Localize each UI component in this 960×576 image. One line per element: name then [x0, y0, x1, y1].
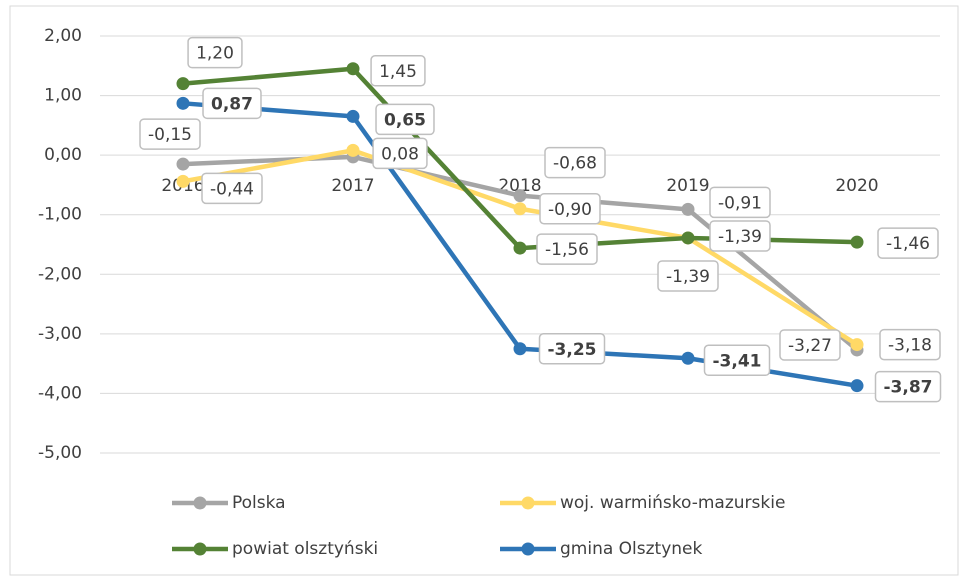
data-label: -0,68: [544, 146, 606, 179]
legend-label: powiat olsztyński: [232, 539, 378, 559]
data-label-box: [544, 146, 606, 179]
point: [513, 202, 527, 216]
data-label-text: -0,68: [553, 154, 597, 174]
data-label: 0,08: [372, 137, 428, 170]
data-label-text: -1,56: [545, 240, 589, 260]
legend-marker: [521, 496, 535, 510]
point: [850, 379, 864, 393]
data-label-text: -0,91: [718, 193, 762, 213]
data-label: -1,46: [877, 227, 939, 259]
data-label: -1,39: [709, 220, 771, 252]
point: [513, 342, 527, 356]
point: [681, 202, 695, 216]
data-label-box: [539, 193, 601, 225]
legend-marker: [521, 542, 535, 556]
data-label: -3,87: [874, 370, 942, 403]
legend-label: woj. warmińsko-mazurskie: [560, 493, 785, 513]
y-tick-label: -5,00: [38, 443, 82, 463]
data-label: -0,91: [709, 186, 771, 219]
data-label-text: -0,90: [548, 200, 592, 220]
data-label-text: -1,46: [886, 234, 930, 254]
data-label-box: [187, 36, 243, 69]
x-tick-label: 2017: [331, 176, 374, 196]
point: [346, 109, 360, 123]
data-label: 0,87: [202, 87, 262, 120]
data-label: 1,45: [370, 55, 426, 87]
y-tick-label: 0,00: [44, 145, 82, 165]
data-label-text: -3,87: [884, 378, 933, 398]
data-label-text: 0,08: [381, 144, 419, 164]
chart-frame: [9, 5, 959, 576]
data-label: -1,39: [657, 260, 719, 292]
data-label-text: 1,45: [379, 62, 417, 82]
data-label-box: [877, 227, 939, 259]
x-tick-label: 2020: [835, 176, 878, 196]
data-label-box: [375, 103, 435, 136]
data-label-box: [538, 333, 606, 365]
data-label-text: 0,87: [211, 94, 253, 114]
point: [176, 96, 190, 110]
y-tick-label: -4,00: [38, 383, 82, 403]
data-label-box: [202, 87, 262, 120]
point: [346, 143, 360, 157]
data-label-box: [370, 55, 426, 87]
data-label: 1,20: [187, 36, 243, 69]
data-label-text: -0,44: [210, 179, 254, 199]
data-label-box: [703, 344, 771, 377]
data-label-text: -0,15: [148, 125, 192, 145]
point: [681, 231, 695, 245]
data-label-box: [709, 186, 771, 219]
data-label-box: [201, 172, 263, 205]
data-label-box: [372, 137, 428, 170]
point: [681, 351, 695, 365]
data-label: -3,25: [538, 333, 606, 365]
data-label-box: [879, 328, 941, 361]
data-label: -0,15: [139, 118, 201, 150]
data-label-box: [536, 233, 598, 265]
x-tick-label: 2019: [666, 176, 709, 196]
y-tick-label: -3,00: [38, 324, 82, 344]
point: [176, 174, 190, 188]
data-label: -0,44: [201, 172, 263, 205]
data-label-text: 0,65: [384, 110, 426, 130]
legend-label: gmina Olsztynek: [560, 539, 703, 559]
data-label-text: -3,25: [548, 340, 597, 360]
data-label-box: [709, 220, 771, 252]
y-tick-label: 1,00: [44, 86, 82, 106]
data-label-text: 1,20: [196, 44, 234, 64]
point: [850, 338, 864, 352]
data-label-text: -1,39: [718, 227, 762, 247]
data-label: -1,56: [536, 233, 598, 265]
data-label: -3,18: [879, 328, 941, 361]
point: [346, 62, 360, 76]
data-label-box: [779, 329, 841, 361]
data-label-text: -3,41: [713, 351, 762, 371]
data-label: 0,65: [375, 103, 435, 136]
data-label-text: -3,18: [888, 336, 932, 356]
data-label-text: -3,27: [788, 336, 832, 356]
point: [176, 157, 190, 171]
y-tick-label: -2,00: [38, 264, 82, 284]
point: [176, 77, 190, 91]
point: [850, 235, 864, 249]
y-tick-label: -1,00: [38, 205, 82, 225]
data-label: -0,90: [539, 193, 601, 225]
data-label-box: [657, 260, 719, 292]
legend-marker: [193, 542, 207, 556]
data-label-box: [874, 370, 942, 403]
data-label-box: [139, 118, 201, 150]
data-label: -3,27: [779, 329, 841, 361]
legend-label: Polska: [232, 493, 286, 513]
data-label: -3,41: [703, 344, 771, 377]
point: [513, 189, 527, 203]
point: [513, 241, 527, 255]
legend-marker: [193, 496, 207, 510]
data-label-text: -1,39: [666, 267, 710, 287]
y-tick-label: 2,00: [44, 26, 82, 46]
